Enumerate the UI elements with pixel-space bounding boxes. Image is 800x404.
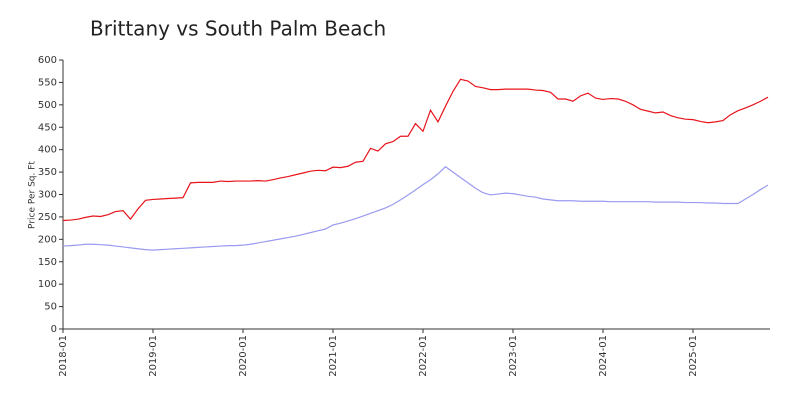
x-tick-label: 2018-01 (58, 335, 69, 377)
y-tick-label: 300 (38, 190, 57, 201)
x-tick-label: 2020-01 (238, 335, 249, 377)
y-tick-label: 600 (38, 55, 57, 66)
y-axis-label: Price Per Sq. Ft (28, 161, 38, 229)
y-tick-label: 200 (38, 234, 57, 245)
chart-title: Brittany vs South Palm Beach (90, 17, 386, 41)
line-series (62, 165, 769, 251)
x-tick-label: 2025-01 (688, 335, 699, 377)
y-tick-label: 400 (38, 145, 57, 156)
y-tick-label: 350 (38, 167, 57, 178)
y-tick-label: 500 (38, 100, 57, 111)
line-series (62, 78, 769, 222)
x-tick-label: 2023-01 (508, 335, 519, 377)
y-tick-label: 150 (38, 257, 57, 268)
y-tick-label: 100 (38, 279, 57, 290)
y-tick-label: 550 (38, 77, 57, 88)
y-tick-label: 0 (51, 324, 57, 335)
x-tick-label: 2022-01 (418, 335, 429, 377)
y-tick-label: 50 (44, 302, 57, 313)
x-tick-label: 2024-01 (598, 335, 609, 377)
x-tick-label: 2021-01 (328, 335, 339, 377)
y-tick-label: 250 (38, 212, 57, 223)
x-tick-label: 2019-01 (148, 335, 159, 377)
y-tick-label: 450 (38, 122, 57, 133)
